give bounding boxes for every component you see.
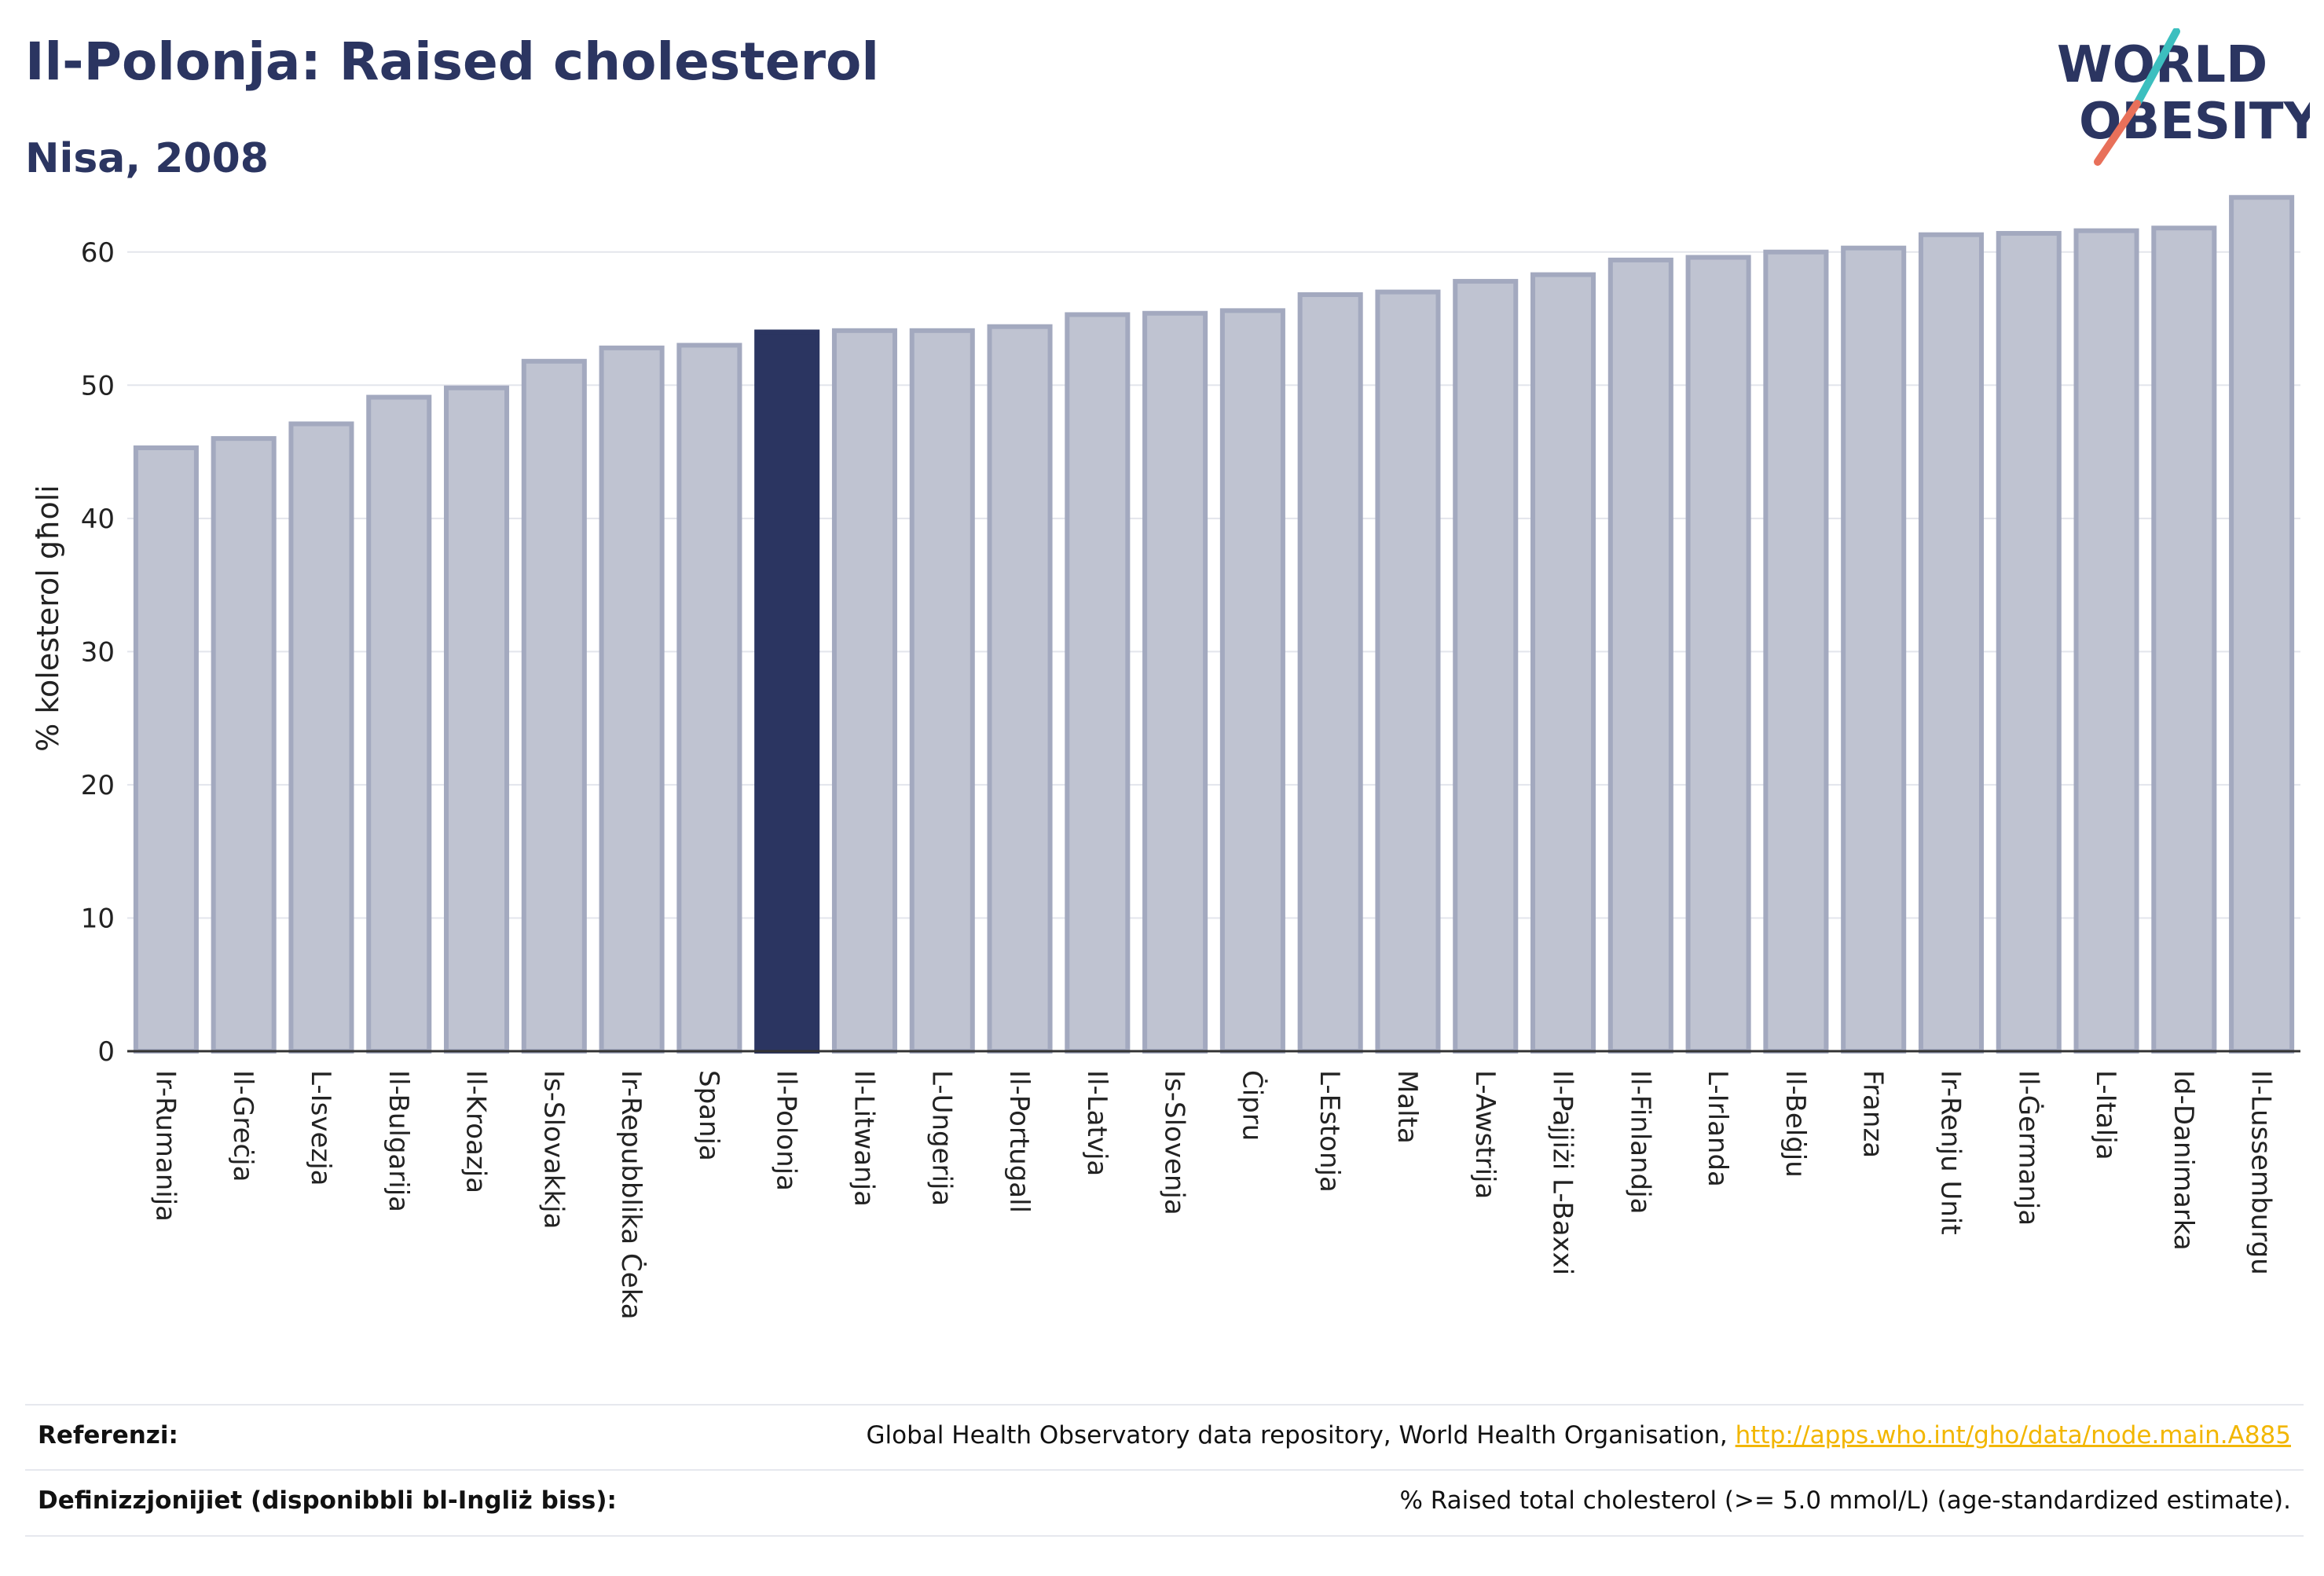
references-value: Global Health Observatory data repositor… xyxy=(867,1421,2291,1450)
x-tick-label: Il-Pajjiżi L-Baxxi xyxy=(1547,1070,1578,1275)
bar-il-polonja xyxy=(754,329,820,1054)
x-tick-label: Il-Belġju xyxy=(1780,1070,1811,1178)
x-tick-label: L-Irlanda xyxy=(1702,1070,1733,1187)
x-tick-label: Il-Latvja xyxy=(1081,1070,1113,1176)
x-tick-label: Ir-Rumanija xyxy=(149,1070,181,1222)
bar-chart: 0 10 20 30 40 50 60 Ir-Rumanija Il-Greċja L-Isve… xyxy=(31,195,2300,1320)
page-subtitle: Nisa, 2008 xyxy=(25,135,269,182)
bar-is-slovakkja xyxy=(521,358,587,1054)
x-tick-label: Il-Litwanja xyxy=(848,1070,879,1207)
bar-il-finlandja xyxy=(1607,257,1673,1054)
bar-il-ermanja xyxy=(1996,231,2062,1054)
x-tick-label: Il-Lussemburgu xyxy=(2245,1070,2277,1275)
x-tick-label: Franza xyxy=(1857,1070,1889,1158)
y-tick-label: 40 xyxy=(81,504,115,535)
definitions-label: Definizzjonijiet (disponibbli bl-Ingliż … xyxy=(38,1486,617,1515)
x-tick-label: Id-Danimarka xyxy=(2168,1070,2199,1251)
x-tick-label: Ir-Repubblika Ċeka xyxy=(615,1070,647,1320)
x-tick-label: Ir-Renju Unit xyxy=(1934,1070,1966,1235)
bar-ir-renju-unit xyxy=(1918,232,1984,1054)
x-tick-label: L-Ungerija xyxy=(926,1070,957,1206)
bar-il-litwanja xyxy=(831,328,897,1054)
references-text: Global Health Observatory data repositor… xyxy=(866,1421,1736,1450)
x-tick-label: L-Isvezja xyxy=(305,1070,336,1186)
bar-il-lussemburgu xyxy=(2229,195,2295,1054)
x-tick-label: L-Italja xyxy=(2090,1070,2121,1160)
references-row: Referenzi: Global Health Observatory dat… xyxy=(25,1404,2304,1470)
bar-id-danimarka xyxy=(2151,225,2217,1054)
bar-ir-rumanija xyxy=(133,445,199,1054)
x-axis-labels: Ir-Rumanija Il-Greċja L-Isvezja Il-Bulgarij… xyxy=(149,1070,2276,1320)
bar-franza xyxy=(1841,245,1907,1054)
bar-il-portugall xyxy=(987,324,1053,1054)
bar-il-bulgarija xyxy=(366,394,432,1054)
bar-il-gre-ja xyxy=(211,436,277,1054)
bar-malta xyxy=(1375,289,1441,1054)
bar-il-kroazja xyxy=(444,385,510,1054)
bar-l-irlanda xyxy=(1685,255,1751,1054)
x-tick-label: Il-Finlandja xyxy=(1624,1070,1655,1215)
x-tick-label: Il-Kroazja xyxy=(460,1070,492,1193)
bars xyxy=(133,195,2295,1054)
bar-spanja xyxy=(676,343,742,1054)
definitions-row: Definizzjonijiet (disponibbli bl-Ingliż … xyxy=(25,1469,2304,1537)
references-link[interactable]: http://apps.who.int/gho/data/node.main.A… xyxy=(1735,1421,2291,1450)
world-obesity-logo: WORLD OBESITY xyxy=(2057,28,2310,166)
x-tick-label: L-Awstrija xyxy=(1469,1070,1501,1199)
x-tick-label: Is-Slovakkja xyxy=(537,1070,569,1229)
bar-ir-repubblika-eka xyxy=(599,345,665,1054)
bar-l-awstrija xyxy=(1453,279,1519,1054)
x-tick-label: Spanja xyxy=(693,1070,724,1161)
bar--ipru xyxy=(1219,308,1285,1054)
x-tick-label: Ċipru xyxy=(1236,1070,1268,1141)
y-axis-label: % kolesterol għoli xyxy=(31,485,65,752)
x-tick-label: Il-Polonja xyxy=(771,1070,802,1191)
y-tick-label: 20 xyxy=(81,770,115,801)
bar-l-estonja xyxy=(1297,292,1363,1054)
bar-il-latvja xyxy=(1065,312,1131,1054)
y-tick-label: 0 xyxy=(97,1036,115,1068)
y-tick-label: 50 xyxy=(81,370,115,401)
page-title: Il-Polonja: Raised cholesterol xyxy=(25,31,879,92)
bar-il-pajji-i-l-baxxi xyxy=(1530,272,1596,1054)
x-tick-label: Malta xyxy=(1391,1070,1423,1144)
x-tick-label: Il-Portugall xyxy=(1003,1070,1035,1213)
logo-line2: OBESITY xyxy=(2079,93,2310,151)
x-tick-label: Il-Greċja xyxy=(227,1070,258,1182)
references-label: Referenzi: xyxy=(38,1421,178,1450)
bar-is-slovenja xyxy=(1142,310,1208,1054)
y-axis-ticks: 0 10 20 30 40 50 60 xyxy=(81,237,115,1068)
bar-l-italja xyxy=(2073,228,2139,1054)
y-tick-label: 30 xyxy=(81,636,115,668)
x-tick-label: Il-Ġermanja xyxy=(2012,1070,2044,1226)
y-tick-label: 60 xyxy=(81,237,115,269)
x-tick-label: Il-Bulgarija xyxy=(383,1070,414,1212)
x-tick-label: Is-Slovenja xyxy=(1159,1070,1190,1215)
bar-l-ungerija xyxy=(909,328,975,1054)
x-tick-label: L-Estonja xyxy=(1314,1070,1345,1193)
y-tick-label: 10 xyxy=(81,903,115,934)
bar-il-bel-ju xyxy=(1763,249,1829,1054)
bar-l-isvezja xyxy=(288,421,354,1054)
definitions-value: % Raised total cholesterol (>= 5.0 mmol/… xyxy=(1399,1486,2291,1515)
